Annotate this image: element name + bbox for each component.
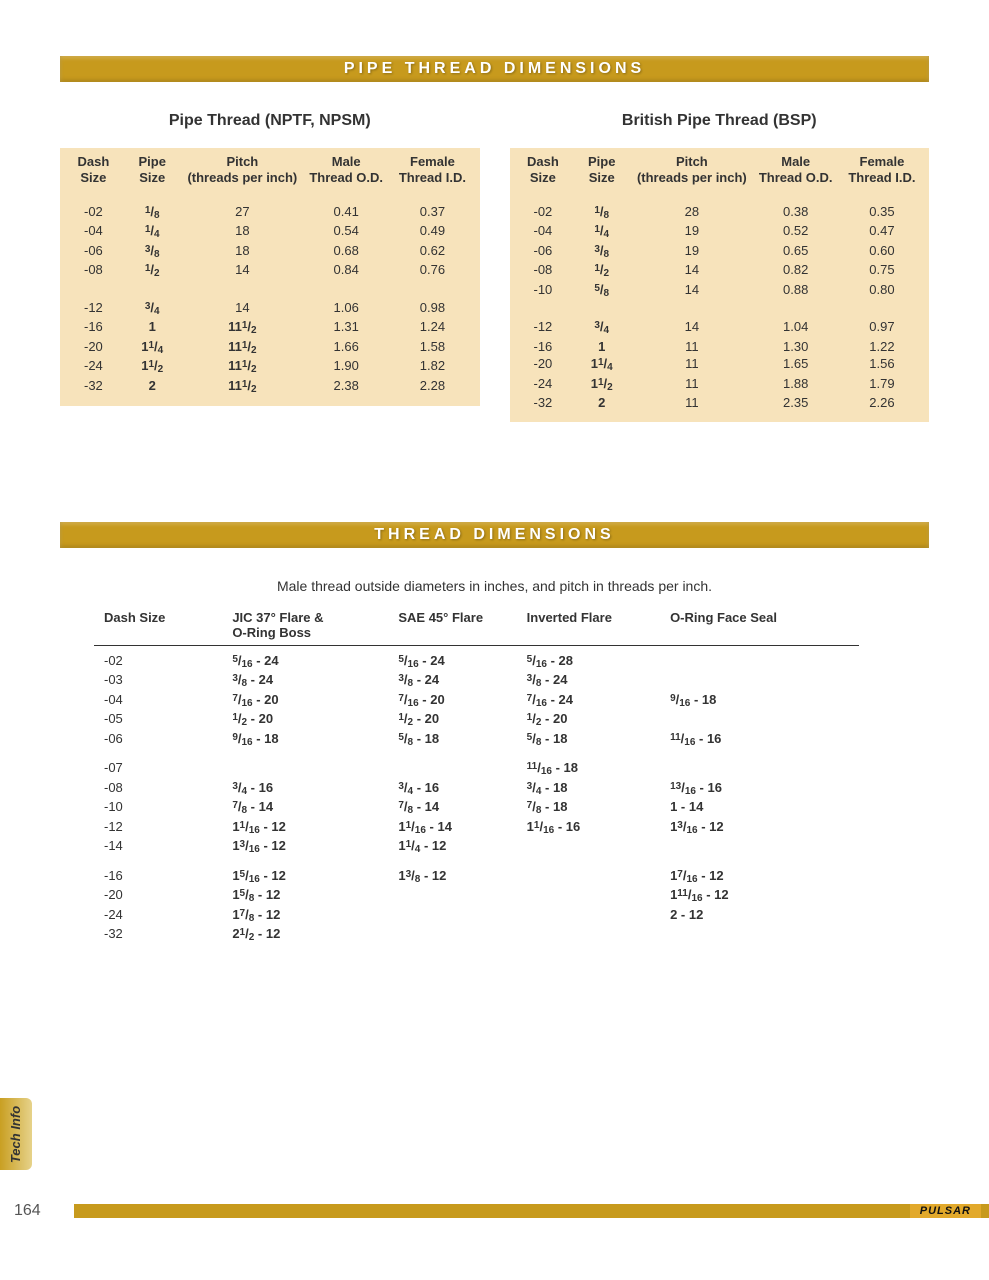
thread-dimensions-table: Dash SizeJIC 37° Flare &O-Ring BossSAE 4… bbox=[94, 610, 859, 945]
footer-bar: PULSAR bbox=[74, 1204, 989, 1218]
table-row: -081/2140.820.75 bbox=[514, 261, 926, 281]
column-header: Pitch(threads per inch) bbox=[631, 154, 752, 187]
table-row: -3221/2 - 12 bbox=[94, 925, 859, 945]
table-title-left: Pipe Thread (NPTF, NPSM) bbox=[60, 112, 480, 130]
column-header: DashSize bbox=[64, 154, 123, 187]
table-row: -069/16 - 185/8 - 185/8 - 1811/16 - 16 bbox=[94, 730, 859, 750]
pipe-table-left: DashSizePipeSizePitch(threads per inch)M… bbox=[60, 148, 480, 406]
column-header: SAE 45° Flare bbox=[398, 610, 526, 641]
column-header: FemaleThread I.D. bbox=[389, 154, 475, 187]
table-row: -1615/16 - 1213/8 - 1217/16 - 12 bbox=[94, 867, 859, 887]
page-footer: 164 PULSAR bbox=[0, 1202, 989, 1220]
table-title-right: British Pipe Thread (BSP) bbox=[510, 112, 930, 130]
table-row: -105/8140.880.80 bbox=[514, 281, 926, 301]
page-number: 164 bbox=[0, 1202, 74, 1220]
table-row: -2015/8 - 12111/16 - 12 bbox=[94, 886, 859, 906]
column-header: FemaleThread I.D. bbox=[839, 154, 925, 187]
table-row: -051/2 - 201/2 - 201/2 - 20 bbox=[94, 710, 859, 730]
table-row: -322111/22.382.28 bbox=[64, 377, 476, 397]
table-row: -2011/4111.651.56 bbox=[514, 355, 926, 375]
side-tab-label: Tech Info bbox=[9, 1105, 24, 1162]
table-row: -1211/16 - 1211/16 - 1411/16 - 1613/16 -… bbox=[94, 818, 859, 838]
table-row: -025/16 - 245/16 - 245/16 - 28 bbox=[94, 652, 859, 672]
table-row: -123/4141.060.98 bbox=[64, 299, 476, 319]
side-tab: Tech Info bbox=[0, 1098, 32, 1170]
section-title-bar: THREAD DIMENSIONS bbox=[60, 522, 929, 548]
column-header: O-Ring Face Seal bbox=[670, 610, 859, 641]
table-row: -0711/16 - 18 bbox=[94, 759, 859, 779]
table-row: -1413/16 - 1211/4 - 12 bbox=[94, 837, 859, 857]
table-row: -2011/4111/21.661.58 bbox=[64, 338, 476, 358]
table-row: -041/4180.540.49 bbox=[64, 222, 476, 242]
section-subtitle: Male thread outside diameters in inches,… bbox=[60, 578, 929, 594]
table-row: -063/8190.650.60 bbox=[514, 242, 926, 262]
column-header: MaleThread O.D. bbox=[303, 154, 389, 187]
table-row: -161111/21.311.24 bbox=[64, 318, 476, 338]
column-header: DashSize bbox=[514, 154, 573, 187]
table-row: -2417/8 - 122 - 12 bbox=[94, 906, 859, 926]
table-row: -2411/2111.881.79 bbox=[514, 375, 926, 395]
table-row: -081/2140.840.76 bbox=[64, 261, 476, 281]
column-header: Pitch(threads per inch) bbox=[182, 154, 303, 187]
table-row: -322112.352.26 bbox=[514, 394, 926, 412]
table-row: -083/4 - 163/4 - 163/4 - 1813/16 - 16 bbox=[94, 779, 859, 799]
column-header: JIC 37° Flare &O-Ring Boss bbox=[232, 610, 398, 641]
column-header: Inverted Flare bbox=[527, 610, 670, 641]
column-header: MaleThread O.D. bbox=[753, 154, 839, 187]
table-row: -107/8 - 147/8 - 147/8 - 181 - 14 bbox=[94, 798, 859, 818]
section-title-bar: PIPE THREAD DIMENSIONS bbox=[60, 56, 929, 82]
column-header: PipeSize bbox=[123, 154, 182, 187]
table-row: -021/8270.410.37 bbox=[64, 203, 476, 223]
brand-label: PULSAR bbox=[910, 1204, 981, 1218]
table-row: -2411/2111/21.901.82 bbox=[64, 357, 476, 377]
table-row: -047/16 - 207/16 - 207/16 - 249/16 - 18 bbox=[94, 691, 859, 711]
table-row: -161111.301.22 bbox=[514, 338, 926, 356]
column-header: Dash Size bbox=[94, 610, 232, 641]
table-row: -063/8180.680.62 bbox=[64, 242, 476, 262]
table-row: -033/8 - 243/8 - 243/8 - 24 bbox=[94, 671, 859, 691]
pipe-table-right: DashSizePipeSizePitch(threads per inch)M… bbox=[510, 148, 930, 422]
column-header: PipeSize bbox=[572, 154, 631, 187]
table-row: -021/8280.380.35 bbox=[514, 203, 926, 223]
table-row: -123/4141.040.97 bbox=[514, 318, 926, 338]
table-row: -041/4190.520.47 bbox=[514, 222, 926, 242]
